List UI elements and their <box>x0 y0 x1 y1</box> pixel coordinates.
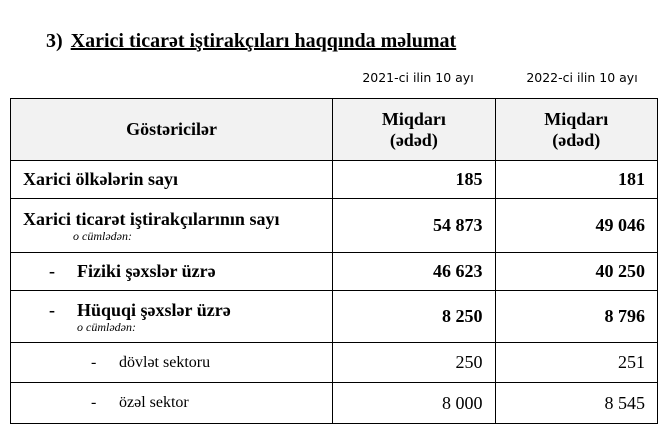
row-label: Hüquqi şəxslər üzrə <box>77 300 231 320</box>
value-2022: 8 796 <box>494 290 659 343</box>
row-label: Fiziki şəxslər üzrə <box>77 261 216 281</box>
header-unit: (ədəd) <box>389 129 438 150</box>
period-label-2021: 2021-ci ilin 10 ayı <box>362 70 474 85</box>
value-2021: 46 623 <box>332 252 496 291</box>
row-label: özəl sektor <box>119 394 189 411</box>
section-title-text: Xarici ticarət iştirakçıları haqqında mə… <box>70 30 457 52</box>
table-row: - Hüquqi şəxslər üzrə o cümlədən: 8 250 8 … <box>9 290 659 343</box>
value-2021: 8 250 <box>332 290 496 343</box>
row-label-cell: - dövlət sektoru <box>9 342 334 383</box>
value-2021: 54 873 <box>332 198 496 253</box>
row-sublabel: o cümlədən: <box>73 229 132 243</box>
value-2021: 185 <box>332 160 496 199</box>
table-row: - dövlət sektoru 250 251 <box>9 342 659 383</box>
row-label-cell: - Hüquqi şəxslər üzrə o cümlədən: <box>9 290 334 343</box>
header-quantity-2022: Miqdarı (ədəd) <box>494 98 659 161</box>
header-row: Göstəricilər Miqdarı (ədəd) Miqdarı (ədəd) <box>9 98 659 161</box>
foreign-trade-table: Göstəricilər Miqdarı (ədəd) Miqdarı (ədəd)… <box>9 98 659 424</box>
dash: - <box>49 261 55 281</box>
row-label-cell: - Fiziki şəxslər üzrə <box>9 252 334 291</box>
period-label-2022: 2022-ci ilin 10 ayı <box>526 70 638 85</box>
row-label: Xarici ticarət iştirakçılarının sayı <box>23 209 280 229</box>
table-row: - özəl sektor 8 000 8 545 <box>9 382 659 424</box>
row-label-cell: Xarici ticarət iştirakçılarının sayı o cü… <box>9 198 334 253</box>
header-quantity: Miqdarı <box>544 108 609 129</box>
section-title: 3) Xarici ticarət iştirakçıları haqqında … <box>46 30 456 53</box>
value-2022: 8 545 <box>494 382 659 424</box>
header-quantity: Miqdarı <box>381 108 446 129</box>
value-2022: 181 <box>494 160 659 199</box>
dash: - <box>49 300 55 320</box>
row-sublabel: o cümlədən: <box>77 320 136 334</box>
value-2021: 8 000 <box>332 382 496 424</box>
table-row: Xarici ölkələrin sayı 185 181 <box>9 160 659 199</box>
row-label: Xarici ölkələrin sayı <box>9 160 334 199</box>
header-unit: (ədəd) <box>552 129 601 150</box>
value-2022: 251 <box>494 342 659 383</box>
value-2022: 49 046 <box>494 198 659 253</box>
header-indicators: Göstəricilər <box>9 98 334 161</box>
header-quantity-2021: Miqdarı (ədəd) <box>332 98 496 161</box>
value-2021: 250 <box>332 342 496 383</box>
row-label: dövlət sektoru <box>119 353 211 371</box>
table-row: - Fiziki şəxslər üzrə 46 623 40 250 <box>9 252 659 291</box>
dash: - <box>91 353 97 371</box>
row-label-cell: - özəl sektor <box>9 382 334 424</box>
section-number: 3) <box>46 30 63 52</box>
value-2022: 40 250 <box>494 252 659 291</box>
dash: - <box>91 394 97 411</box>
table-row: Xarici ticarət iştirakçılarının sayı o cü… <box>9 198 659 253</box>
